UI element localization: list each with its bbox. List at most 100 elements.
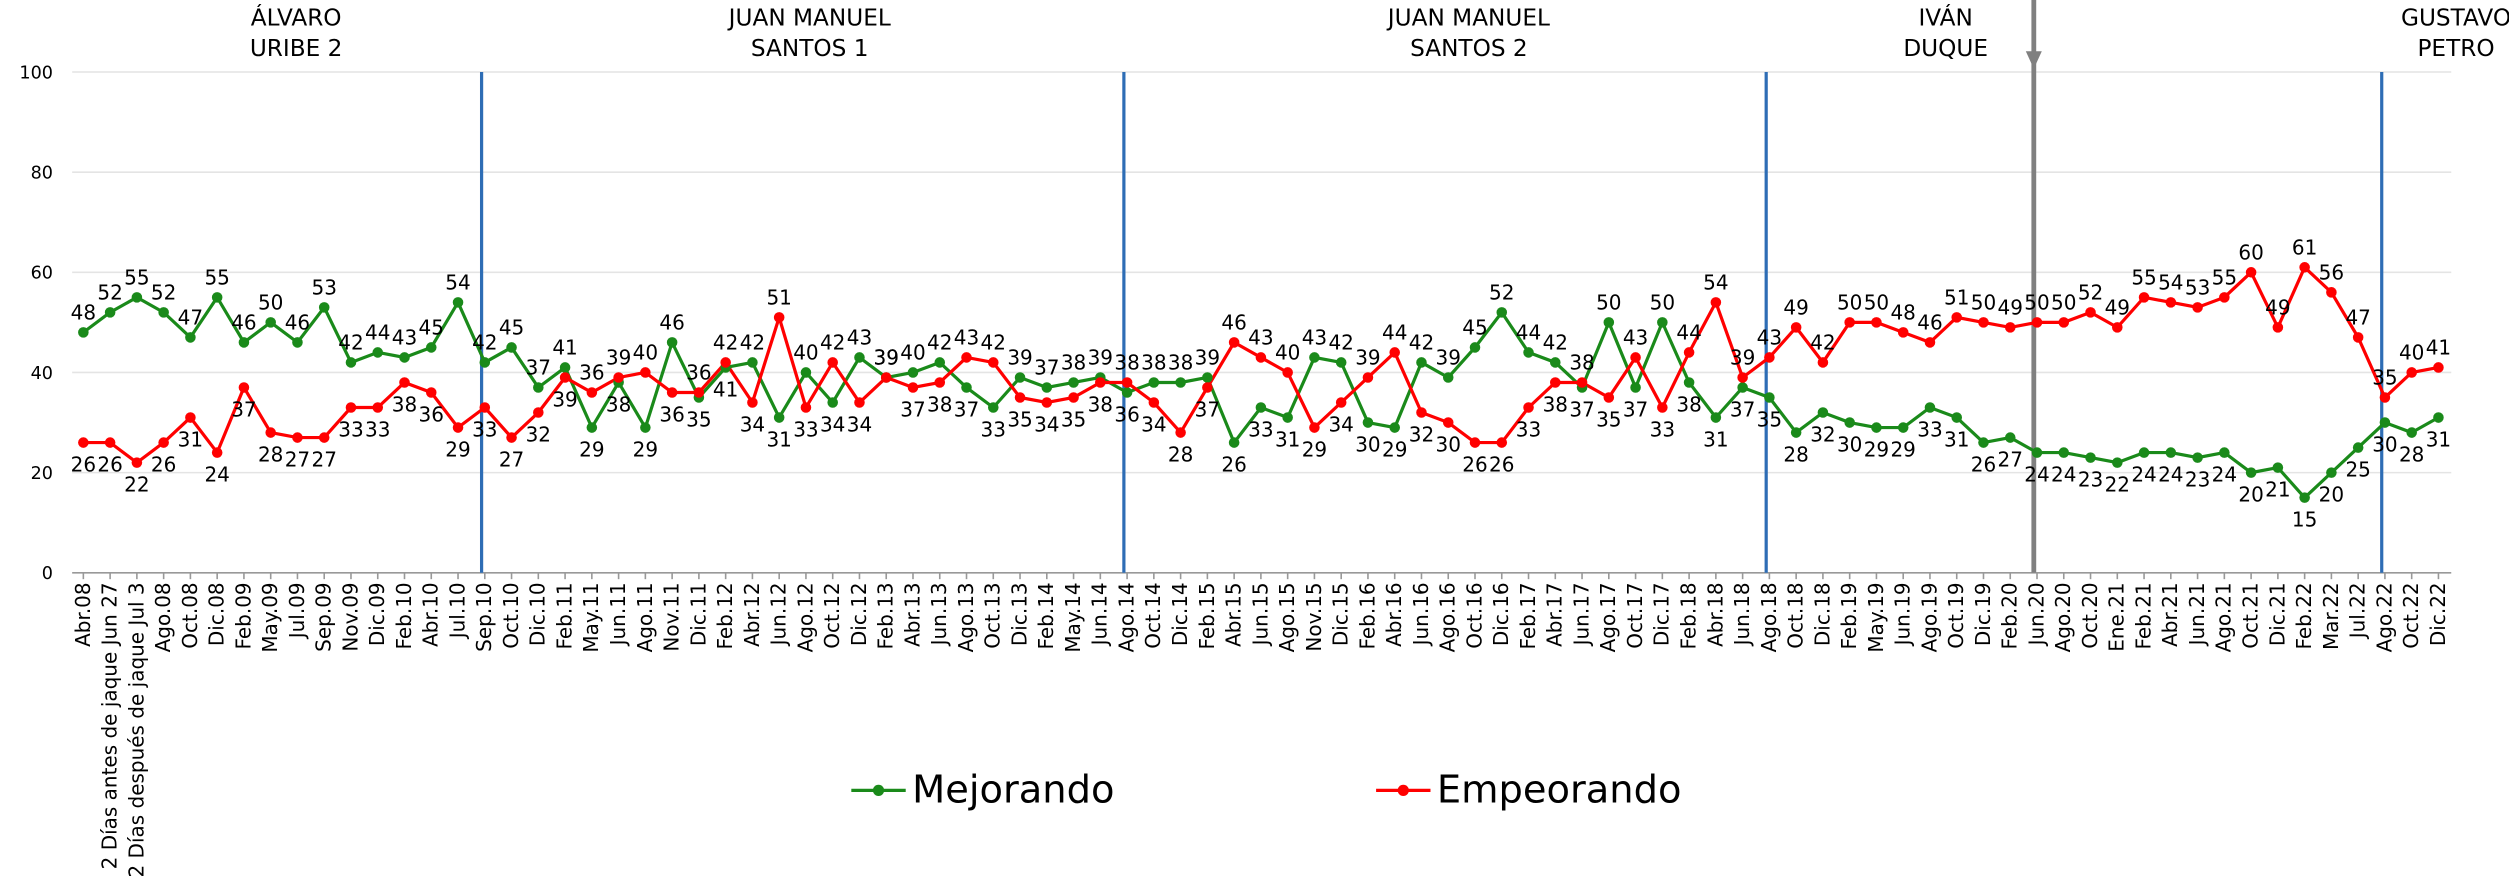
value-label: 39 (1007, 346, 1032, 370)
x-tick-label: Abr.13 (900, 582, 924, 647)
x-tick-label: Jun.13 (927, 582, 951, 647)
value-label: 34 (1034, 412, 1059, 436)
marker (1335, 397, 1347, 408)
marker (1282, 412, 1293, 423)
marker (345, 402, 357, 413)
marker (1041, 382, 1053, 393)
marker (854, 397, 865, 408)
value-label: 41 (552, 336, 577, 360)
value-label: 61 (2292, 236, 2317, 260)
marker (1255, 352, 1267, 363)
marker (479, 357, 491, 368)
marker (666, 387, 678, 398)
value-label: 46 (659, 311, 684, 335)
marker (827, 357, 838, 368)
x-tick-label: Feb.15 (1195, 582, 1219, 649)
marker (1924, 337, 1936, 348)
value-label: 50 (2051, 291, 2076, 315)
marker (1764, 392, 1775, 403)
value-label: 34 (1141, 412, 1166, 436)
value-label: 33 (1248, 417, 1273, 441)
value-label: 24 (2024, 462, 2049, 486)
value-label: 37 (1034, 356, 1059, 380)
x-tick-label: Ago.16 (1436, 582, 1460, 652)
value-label: 29 (579, 437, 604, 461)
period-label: JUAN MANUEL (1386, 5, 1550, 32)
x-tick-label: Jun.18 (1730, 582, 1754, 647)
value-label: 34 (847, 412, 872, 436)
marker (1523, 402, 1534, 413)
marker (1897, 327, 1909, 338)
marker (1121, 387, 1133, 398)
x-tick-label: Ago.15 (1275, 582, 1299, 652)
marker (1014, 372, 1026, 383)
value-label: 44 (1382, 321, 1407, 345)
value-label: 42 (1328, 331, 1353, 355)
value-label: 39 (552, 387, 577, 411)
value-label: 44 (365, 321, 390, 345)
x-tick-label: Ago.21 (2212, 582, 2236, 652)
x-tick-label: Ago.08 (151, 582, 175, 652)
x-tick-label: May.09 (258, 582, 282, 652)
x-tick-label: 2 Días después de jaque Jul 3 (124, 582, 148, 877)
marker (1148, 397, 1160, 408)
value-label: 39 (1436, 346, 1461, 370)
value-label: 43 (1248, 326, 1273, 350)
value-label: 46 (285, 311, 310, 335)
marker (2379, 392, 2391, 403)
value-label: 28 (1168, 442, 1193, 466)
value-label: 31 (2426, 427, 2451, 451)
marker (1897, 422, 1909, 433)
marker (104, 437, 116, 448)
value-label: 50 (1650, 291, 1675, 315)
marker (1202, 382, 1213, 393)
value-label: 49 (2105, 296, 2130, 320)
marker (1389, 422, 1400, 433)
marker (506, 342, 517, 353)
value-label: 47 (2345, 306, 2370, 330)
value-label: 49 (2265, 296, 2290, 320)
value-label: 41 (2426, 336, 2451, 360)
marker (934, 357, 946, 368)
marker (2219, 292, 2230, 303)
marker (1255, 402, 1267, 413)
marker (987, 357, 999, 368)
marker (1442, 372, 1454, 383)
x-tick-label: Oct.14 (1141, 582, 1165, 648)
value-label: 40 (1275, 341, 1300, 365)
value-label: 60 (2238, 241, 2263, 265)
value-label: 48 (1890, 301, 1915, 325)
x-tick-label: Sep.09 (312, 582, 336, 651)
value-label: 56 (2319, 261, 2344, 285)
marker (158, 307, 169, 318)
value-label: 42 (1409, 331, 1434, 355)
value-label: 30 (2372, 432, 2397, 456)
x-tick-label: Oct.18 (1784, 582, 1808, 648)
value-label: 40 (793, 341, 818, 365)
x-tick-label: Feb.19 (1837, 582, 1861, 649)
marker (559, 362, 571, 373)
period-label: GUSTAVO (2401, 5, 2509, 32)
marker (238, 337, 250, 348)
x-tick-label: Dic.12 (847, 582, 871, 646)
value-label: 25 (2345, 457, 2370, 481)
value-label: 38 (1141, 351, 1166, 375)
marker (2112, 457, 2123, 468)
value-label: 36 (419, 402, 444, 426)
arrow-head (2025, 51, 2042, 69)
x-tick-label: Jun.14 (1088, 582, 1112, 647)
value-label: 37 (1730, 397, 1755, 421)
marker (586, 387, 598, 398)
marker (2138, 447, 2150, 458)
marker (1951, 312, 1963, 323)
value-label: 52 (2078, 281, 2103, 305)
legend: Mejorando Empeorando (851, 767, 1681, 812)
value-label: 44 (1516, 321, 1541, 345)
value-label: 43 (847, 326, 872, 350)
marker (372, 402, 384, 413)
legend-marker (1397, 784, 1409, 796)
value-label: 35 (1007, 407, 1032, 431)
value-label: 28 (1783, 442, 1808, 466)
marker (2379, 417, 2391, 428)
marker (907, 367, 919, 378)
